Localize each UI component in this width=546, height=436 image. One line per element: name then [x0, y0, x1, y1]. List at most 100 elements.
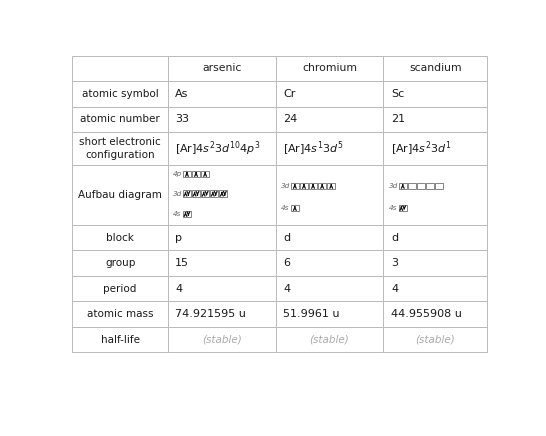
Text: [Ar]4$s^2$3$d^{10}$4$p^3$: [Ar]4$s^2$3$d^{10}$4$p^3$ — [175, 140, 261, 158]
Bar — [168, 225, 276, 250]
Text: Cr: Cr — [283, 89, 295, 99]
Text: 3d: 3d — [389, 183, 398, 189]
Bar — [73, 301, 168, 327]
Text: (stable): (stable) — [310, 335, 349, 345]
Text: 4s: 4s — [389, 205, 397, 211]
Text: (stable): (stable) — [416, 335, 455, 345]
Bar — [276, 165, 383, 225]
Bar — [383, 81, 487, 107]
Bar — [73, 107, 168, 132]
Bar — [309, 183, 317, 189]
Bar — [73, 81, 168, 107]
Bar — [276, 327, 383, 352]
Bar — [168, 250, 276, 276]
Text: 33: 33 — [175, 115, 189, 124]
Bar — [192, 191, 200, 197]
Text: 15: 15 — [175, 258, 189, 268]
Text: 44.955908 u: 44.955908 u — [391, 309, 462, 319]
Bar — [276, 56, 383, 81]
Text: arsenic: arsenic — [202, 63, 241, 73]
Bar — [383, 165, 487, 225]
Bar — [426, 183, 434, 189]
Bar — [327, 183, 335, 189]
Text: short electronic
configuration: short electronic configuration — [79, 137, 161, 160]
Bar — [168, 165, 276, 225]
Bar — [73, 225, 168, 250]
Text: atomic number: atomic number — [80, 115, 160, 124]
Text: 4: 4 — [283, 284, 290, 294]
Bar — [201, 191, 209, 197]
Bar — [210, 191, 218, 197]
Bar — [291, 183, 299, 189]
Bar — [73, 132, 168, 165]
Text: 51.9961 u: 51.9961 u — [283, 309, 340, 319]
Bar — [383, 225, 487, 250]
Bar — [73, 56, 168, 81]
Bar — [168, 327, 276, 352]
Bar — [399, 205, 407, 211]
Text: d: d — [283, 233, 290, 243]
Bar — [318, 183, 326, 189]
Text: block: block — [106, 233, 134, 243]
Bar — [276, 250, 383, 276]
Bar — [417, 183, 425, 189]
Text: 3: 3 — [391, 258, 398, 268]
Bar — [219, 191, 227, 197]
Bar — [408, 183, 416, 189]
Text: Sc: Sc — [391, 89, 405, 99]
Text: scandium: scandium — [409, 63, 462, 73]
Text: 24: 24 — [283, 115, 298, 124]
Bar — [168, 301, 276, 327]
Text: (stable): (stable) — [202, 335, 241, 345]
Bar — [300, 183, 308, 189]
Bar — [276, 276, 383, 301]
Bar — [276, 132, 383, 165]
Text: 4: 4 — [175, 284, 182, 294]
Bar — [168, 56, 276, 81]
Text: 4s: 4s — [281, 205, 289, 211]
Text: 74.921595 u: 74.921595 u — [175, 309, 246, 319]
Text: 6: 6 — [283, 258, 290, 268]
Bar — [383, 250, 487, 276]
Text: p: p — [175, 233, 182, 243]
Bar — [383, 301, 487, 327]
Bar — [168, 81, 276, 107]
Bar — [383, 276, 487, 301]
Text: atomic symbol: atomic symbol — [82, 89, 158, 99]
Bar — [276, 107, 383, 132]
Bar — [399, 183, 407, 189]
Text: 3d: 3d — [281, 183, 290, 189]
Text: 4: 4 — [391, 284, 398, 294]
Bar — [73, 250, 168, 276]
Bar — [183, 211, 191, 218]
Bar — [168, 276, 276, 301]
Bar — [201, 171, 209, 177]
Bar — [168, 132, 276, 165]
Text: 3d: 3d — [173, 191, 182, 197]
Bar — [276, 81, 383, 107]
Bar — [291, 205, 299, 211]
Text: Aufbau diagram: Aufbau diagram — [78, 190, 162, 200]
Text: chromium: chromium — [302, 63, 357, 73]
Text: half-life: half-life — [100, 335, 140, 345]
Text: [Ar]4$s^2$3$d^1$: [Ar]4$s^2$3$d^1$ — [391, 140, 452, 158]
Text: d: d — [391, 233, 398, 243]
Text: 21: 21 — [391, 115, 405, 124]
Text: 4s: 4s — [173, 211, 181, 217]
Bar — [276, 225, 383, 250]
Bar — [383, 107, 487, 132]
Text: atomic mass: atomic mass — [87, 309, 153, 319]
Text: 4p: 4p — [173, 171, 182, 177]
Bar — [73, 165, 168, 225]
Text: group: group — [105, 258, 135, 268]
Bar — [383, 132, 487, 165]
Text: As: As — [175, 89, 189, 99]
Bar — [183, 171, 191, 177]
Bar — [383, 327, 487, 352]
Bar — [276, 301, 383, 327]
Bar — [183, 191, 191, 197]
Text: [Ar]4$s^1$3$d^5$: [Ar]4$s^1$3$d^5$ — [283, 140, 344, 158]
Bar — [168, 107, 276, 132]
Bar — [73, 327, 168, 352]
Bar — [73, 276, 168, 301]
